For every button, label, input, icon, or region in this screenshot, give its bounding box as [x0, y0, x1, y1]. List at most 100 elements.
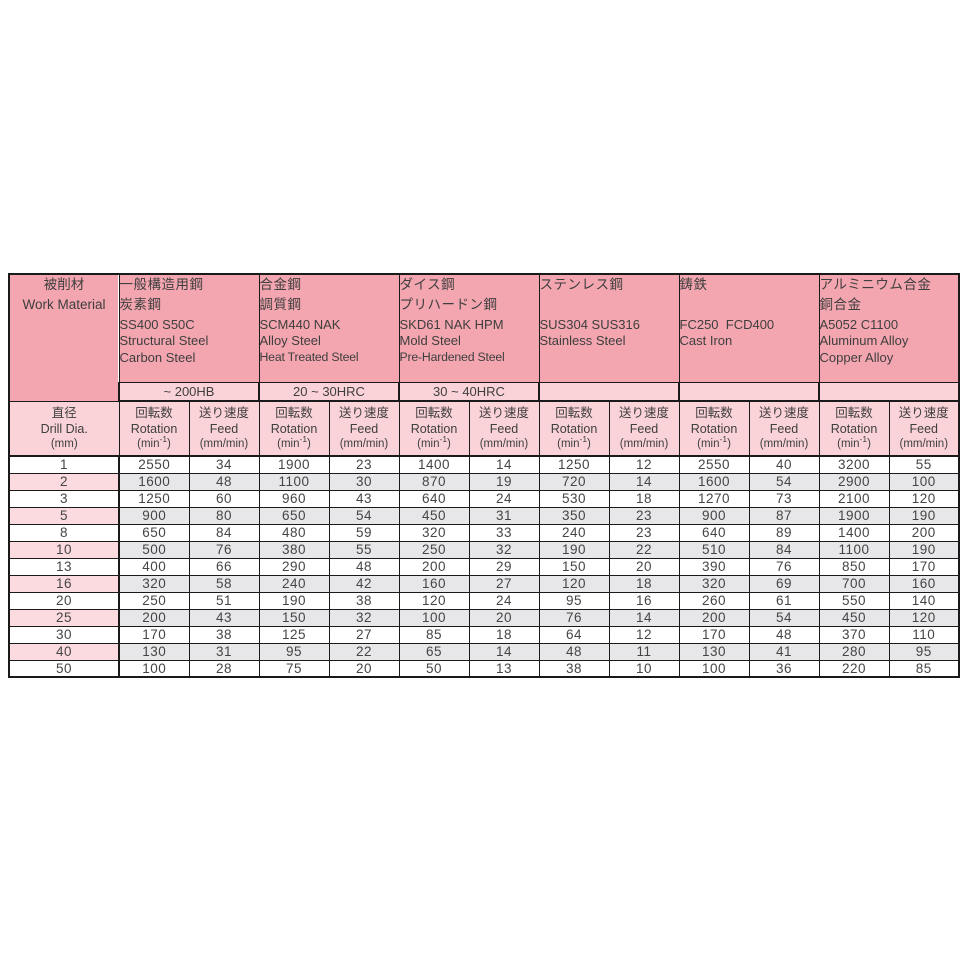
- feed-label-en: Feed: [209, 422, 239, 437]
- feed-value-cell: 190: [888, 506, 960, 525]
- dia-cell: 10: [8, 540, 120, 559]
- feed-value-cell: 66: [188, 557, 260, 576]
- feed-value-cell: 18: [608, 574, 680, 593]
- feed-value-cell: 55: [328, 540, 400, 559]
- material-name-en: SCM440 NAK Alloy Steel Heat Treated Steel: [259, 317, 398, 365]
- feed-value-cell: 18: [468, 625, 540, 644]
- rotation-value-cell: 370: [818, 625, 890, 644]
- feed-value-cell: 36: [748, 659, 820, 678]
- rotation-value-cell: 100: [678, 659, 750, 678]
- feed-value-cell: 160: [888, 574, 960, 593]
- material-name-en-line: Carbon Steel: [119, 349, 196, 365]
- dia-cell: 5: [8, 506, 120, 525]
- hardness-range-aluminum-copper-alloy: [818, 382, 960, 402]
- rotation-value-cell: 500: [118, 540, 190, 559]
- feed-value-cell: 69: [748, 574, 820, 593]
- feed-value-cell: 54: [748, 608, 820, 627]
- rotation-value-cell: 390: [678, 557, 750, 576]
- feed-value-cell: 76: [188, 540, 260, 559]
- rotation-value-cell: 95: [258, 642, 330, 661]
- table-row-dia-5: 5 900 80 650 54 450 31 350 23 900 87 1900 190: [8, 506, 960, 525]
- feed-value-cell: 32: [328, 608, 400, 627]
- material-header-structural-carbon-steel: 一般構造用鋼 炭素鋼 SS400 S50C Structural Steel Carbo…: [118, 273, 260, 383]
- feed-value-cell: 80: [188, 506, 260, 525]
- feed-unit: (mm/min): [619, 438, 669, 451]
- rotation-value-cell: 320: [398, 523, 470, 542]
- feed-value-cell: 58: [188, 574, 260, 593]
- rotation-value-cell: 1250: [538, 455, 610, 474]
- feed-value-cell: 84: [748, 540, 820, 559]
- rotation-header-aluminum-copper-alloy: 回転数 Rotation (min-1): [818, 400, 890, 457]
- feed-value-cell: 27: [468, 574, 540, 593]
- rotation-value-cell: 1100: [818, 540, 890, 559]
- feed-value-cell: 42: [328, 574, 400, 593]
- feed-label-en: Feed: [909, 422, 939, 437]
- feed-header-stainless-steel: 送り速度 Feed (mm/min): [608, 400, 680, 457]
- rotation-value-cell: 65: [398, 642, 470, 661]
- rotation-value-cell: 100: [118, 659, 190, 678]
- dia-cell: 20: [8, 591, 120, 610]
- rotation-value-cell: 150: [538, 557, 610, 576]
- rotation-value-cell: 400: [118, 557, 190, 576]
- feed-label-jp: 送り速度: [198, 405, 249, 420]
- rotation-value-cell: 1900: [818, 506, 890, 525]
- material-header-stainless-steel: ステンレス鋼 SUS304 SUS316 Stainless Steel: [538, 273, 680, 383]
- rotation-value-cell: 38: [538, 659, 610, 678]
- rotation-label-en: Rotation: [130, 422, 178, 437]
- rotation-value-cell: 320: [678, 574, 750, 593]
- dia-cell: 13: [8, 557, 120, 576]
- rotation-label-jp: 回転数: [135, 405, 173, 420]
- table-row-dia-2: 2 1600 48 1100 30 870 19 720 14 1600 54 2900 100: [8, 472, 960, 491]
- rotation-value-cell: 50: [398, 659, 470, 678]
- feed-label-jp: 送り速度: [898, 405, 949, 420]
- rotation-value-cell: 260: [678, 591, 750, 610]
- rotation-value-cell: 320: [118, 574, 190, 593]
- feed-value-cell: 110: [888, 625, 960, 644]
- rotation-value-cell: 150: [258, 608, 330, 627]
- hardness-range-stainless-steel: [537, 382, 680, 402]
- material-name-en-line: Alloy Steel: [259, 333, 321, 349]
- rotation-value-cell: 125: [258, 625, 330, 644]
- rotation-value-cell: 1600: [678, 472, 750, 491]
- material-name-en-line: FC250 FCD400: [679, 317, 775, 332]
- drill-diameter-header-cell: 直径 Drill Dia. (mm): [8, 400, 120, 457]
- rotation-value-cell: 1400: [398, 455, 470, 474]
- feed-unit: (mm/min): [199, 438, 249, 451]
- rotation-value-cell: 2900: [818, 472, 890, 491]
- feed-value-cell: 170: [888, 557, 960, 576]
- rotation-value-cell: 1100: [258, 472, 330, 491]
- material-name-en: SUS304 SUS316 Stainless Steel: [540, 317, 678, 350]
- rotation-label-jp: 回転数: [275, 405, 313, 420]
- material-name-jp-line: 一般構造用鋼: [119, 277, 204, 292]
- feed-value-cell: 54: [748, 472, 820, 491]
- rotation-value-cell: 290: [258, 557, 330, 576]
- table-row-dia-16: 16 320 58 240 42 160 27 120 18 320 69 700 160: [8, 574, 960, 593]
- table-row-dia-25: 25 200 43 150 32 100 20 76 14 200 54 450 120: [8, 608, 960, 627]
- material-name-en-line: SKD61 NAK HPM: [399, 317, 504, 332]
- rotation-header-mold-pre-hardened-steel: 回転数 Rotation (min-1): [398, 400, 470, 457]
- rotation-value-cell: 650: [258, 506, 330, 525]
- material-name-en: SS400 S50C Structural Steel Carbon Steel: [119, 317, 258, 366]
- feed-value-cell: 20: [468, 608, 540, 627]
- rotation-label-en: Rotation: [410, 422, 458, 437]
- dia-cell: 16: [8, 574, 120, 593]
- material-name-en-line: Mold Steel: [399, 333, 461, 349]
- feed-value-cell: 29: [468, 557, 540, 576]
- material-header-alloy-heat-treated-steel: 合金鋼 調質鋼 SCM440 NAK Alloy Steel Heat Treated …: [258, 273, 400, 383]
- feed-value-cell: 23: [328, 455, 400, 474]
- work-material-label-jp: 被削材: [43, 277, 85, 292]
- rotation-header-structural-carbon-steel: 回転数 Rotation (min-1): [118, 400, 190, 457]
- feed-value-cell: 16: [608, 591, 680, 610]
- feed-value-cell: 31: [468, 506, 540, 525]
- drill-diameter-label-en: Drill Dia.: [40, 421, 88, 436]
- rotation-unit: (min-1): [277, 434, 311, 451]
- dia-cell: 2: [8, 472, 120, 491]
- material-name-jp-line: 合金鋼: [259, 277, 302, 292]
- rotation-value-cell: 250: [398, 540, 470, 559]
- rotation-value-cell: 170: [678, 625, 750, 644]
- rotation-value-cell: 850: [818, 557, 890, 576]
- feed-value-cell: 22: [328, 642, 400, 661]
- work-material-corner-cell: 被削材 Work Material: [8, 273, 120, 402]
- dia-cell: 30: [8, 625, 120, 644]
- hardness-range-cast-iron: [678, 382, 820, 402]
